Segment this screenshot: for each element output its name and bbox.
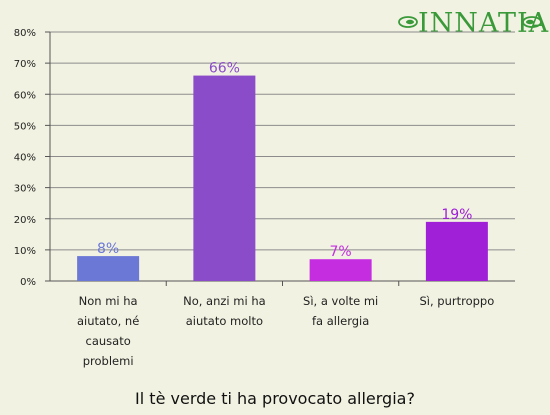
y-tick-label: 70% [14, 59, 36, 70]
data-label: 66% [209, 61, 240, 77]
category-label: Sì, a volte mi fa allergia [303, 294, 378, 328]
bar [77, 256, 140, 281]
y-tick-label: 60% [14, 90, 36, 101]
y-tick-label: 50% [14, 121, 36, 132]
category-label: No, anzi mi ha aiutato molto [183, 294, 266, 328]
bar [309, 259, 372, 281]
leaf-icon [522, 16, 542, 28]
bar [193, 75, 256, 281]
y-tick-label: 40% [14, 153, 36, 164]
logo-text: INNATIA [418, 8, 549, 39]
bar [425, 221, 488, 281]
data-label: 8% [97, 241, 119, 257]
category-label: Sì, purtroppo [419, 294, 494, 308]
labels: 8% Non mi ha aiutato, né causato problemi 66%… [77, 61, 494, 368]
y-tick-label: 10% [14, 246, 36, 257]
data-label: 19% [441, 207, 472, 223]
chart-title: Il tè verde ti ha provocato allergia? [135, 389, 415, 408]
leaf-icon [406, 19, 414, 25]
y-tick-label: 0% [20, 277, 36, 288]
y-tick-label: 20% [14, 215, 36, 226]
innatia-logo: INNATIA [398, 8, 549, 39]
grid [50, 31, 515, 282]
data-label: 7% [330, 244, 352, 260]
leaf-icon [398, 16, 418, 28]
leaf-icon [526, 19, 534, 25]
y-tick-label: 80% [14, 28, 36, 39]
bars [77, 75, 488, 281]
category-label: Non mi ha aiutato, né causato problemi [77, 294, 139, 368]
y-tick-label: 30% [14, 184, 36, 195]
